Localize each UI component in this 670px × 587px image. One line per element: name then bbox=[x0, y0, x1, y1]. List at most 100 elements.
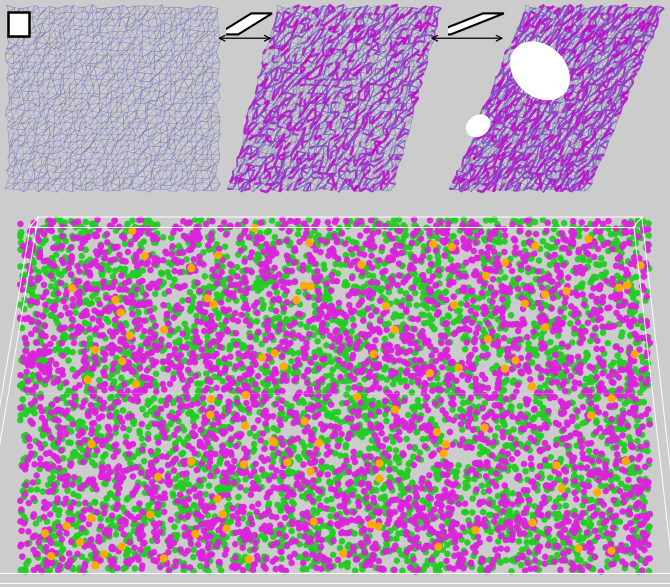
Point bbox=[510, 217, 521, 226]
Point bbox=[175, 459, 186, 468]
Point bbox=[600, 468, 611, 477]
Point bbox=[115, 281, 126, 290]
Point bbox=[232, 386, 243, 396]
Point bbox=[352, 262, 363, 272]
Point bbox=[280, 345, 291, 354]
Point bbox=[176, 406, 187, 415]
Point bbox=[399, 521, 409, 531]
Point bbox=[324, 382, 335, 391]
Point bbox=[302, 389, 312, 399]
Point bbox=[588, 430, 599, 439]
Point bbox=[50, 413, 60, 423]
Point bbox=[344, 550, 354, 559]
Point bbox=[500, 394, 511, 404]
Point bbox=[515, 409, 526, 419]
Point bbox=[56, 323, 66, 332]
Point bbox=[100, 363, 111, 373]
Point bbox=[241, 448, 252, 458]
Point bbox=[125, 239, 136, 249]
Point bbox=[624, 433, 634, 442]
Point bbox=[408, 264, 419, 273]
Point bbox=[136, 564, 147, 573]
Point bbox=[543, 409, 553, 419]
Point bbox=[468, 361, 478, 370]
Point bbox=[177, 401, 188, 410]
Point bbox=[40, 461, 50, 470]
Point bbox=[164, 449, 175, 458]
Point bbox=[616, 248, 627, 258]
Point bbox=[368, 550, 379, 559]
Point bbox=[293, 552, 304, 562]
Point bbox=[622, 380, 632, 389]
Point bbox=[483, 242, 494, 252]
Point bbox=[78, 357, 89, 366]
Point bbox=[495, 266, 506, 276]
Point bbox=[253, 512, 264, 521]
Point bbox=[423, 541, 433, 551]
Point bbox=[21, 385, 31, 394]
Point bbox=[228, 281, 239, 290]
Point bbox=[145, 407, 156, 416]
Point bbox=[249, 530, 260, 539]
Point bbox=[148, 493, 159, 502]
Point bbox=[572, 521, 582, 531]
Point bbox=[121, 465, 132, 475]
Point bbox=[90, 247, 101, 257]
Point bbox=[565, 357, 576, 366]
Point bbox=[69, 401, 80, 410]
Point bbox=[150, 321, 161, 330]
Point bbox=[132, 552, 143, 561]
Point bbox=[401, 368, 411, 377]
Point bbox=[23, 355, 34, 365]
Point bbox=[636, 316, 647, 325]
Point bbox=[189, 422, 200, 431]
Point bbox=[110, 295, 121, 305]
Point bbox=[105, 411, 115, 421]
Point bbox=[184, 431, 195, 441]
Point bbox=[102, 230, 113, 239]
Point bbox=[405, 458, 416, 467]
Point bbox=[334, 502, 345, 511]
Point bbox=[359, 375, 370, 384]
Point bbox=[393, 225, 403, 235]
Point bbox=[341, 507, 352, 516]
Point bbox=[277, 409, 288, 418]
Point bbox=[466, 255, 476, 264]
Point bbox=[600, 522, 610, 532]
Point bbox=[580, 417, 591, 427]
Point bbox=[50, 532, 60, 541]
Point bbox=[39, 230, 50, 239]
Point bbox=[590, 323, 601, 332]
Point bbox=[478, 497, 489, 507]
Point bbox=[542, 218, 553, 228]
Point bbox=[340, 318, 350, 327]
Point bbox=[527, 382, 537, 391]
Point bbox=[481, 566, 492, 576]
Point bbox=[161, 311, 172, 320]
Point bbox=[180, 457, 191, 467]
Point bbox=[517, 315, 528, 324]
Point bbox=[456, 269, 466, 278]
Point bbox=[110, 492, 121, 502]
Point bbox=[480, 518, 491, 528]
Point bbox=[394, 259, 405, 268]
Point bbox=[41, 406, 52, 415]
Point bbox=[560, 464, 571, 474]
Point bbox=[189, 431, 200, 441]
Point bbox=[582, 263, 593, 272]
Point bbox=[139, 301, 150, 310]
Point bbox=[608, 523, 618, 532]
Point bbox=[393, 215, 404, 224]
Point bbox=[290, 369, 301, 379]
Point bbox=[335, 518, 346, 528]
Point bbox=[305, 355, 316, 364]
Point bbox=[121, 563, 131, 572]
Point bbox=[46, 433, 56, 443]
Point bbox=[415, 282, 426, 292]
Point bbox=[327, 244, 338, 254]
Point bbox=[182, 234, 192, 244]
Point bbox=[277, 338, 288, 347]
Point bbox=[520, 519, 531, 529]
Point bbox=[436, 560, 446, 569]
Point bbox=[102, 261, 113, 271]
